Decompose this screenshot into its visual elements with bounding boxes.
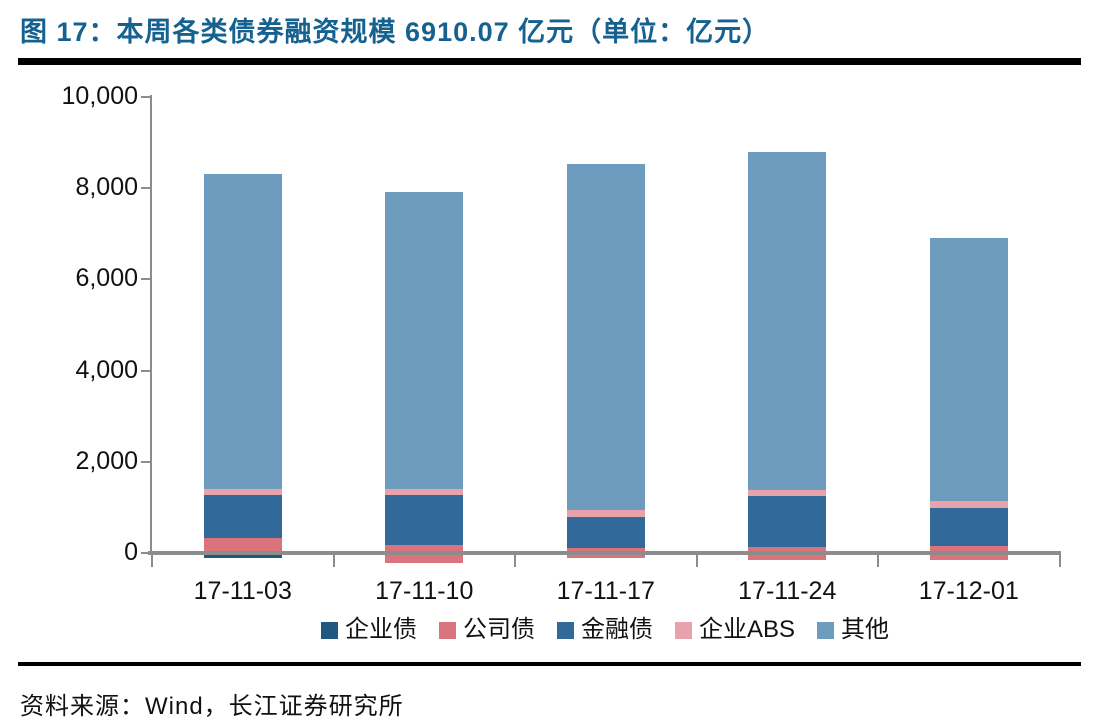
bar-segment-企业ABS (748, 490, 827, 496)
bar-segment-企业ABS (929, 501, 1008, 508)
legend-swatch (438, 621, 456, 639)
y-axis-tick (141, 278, 150, 281)
bar-segment-金融债 (929, 507, 1008, 546)
x-axis-tick (514, 555, 516, 567)
x-axis-tick (695, 555, 698, 567)
x-axis-label: 17-11-03 (193, 577, 292, 605)
x-axis-tick (1058, 555, 1061, 567)
legend-item: 其他 (817, 618, 889, 642)
bar-segment-其他 (203, 174, 282, 490)
x-axis-line (148, 551, 1061, 555)
legend-item: 企业债 (320, 616, 417, 643)
y-axis-label: 6,000 (75, 264, 138, 293)
bar-segment-其他 (929, 237, 1008, 501)
bar-segment-金融债 (748, 496, 827, 548)
legend-label: 金融债 (580, 616, 653, 643)
x-axis-tick (151, 555, 153, 567)
y-axis-tick (141, 460, 150, 463)
legend-label: 企业债 (344, 616, 417, 643)
legend-swatch (817, 621, 835, 639)
chart-legend: 企业债 公司债 金融债 企业ABS 其他 (150, 612, 1060, 648)
y-axis-tick (141, 187, 150, 190)
axis-layer: 0 2,000 4,000 6,000 8,000 10,000 17-11-03 17-11… (0, 70, 1101, 650)
y-axis-label: 2,000 (75, 446, 138, 475)
chart-area: 0 2,000 4,000 6,000 8,000 10,000 17-11-03 17-11… (0, 70, 1101, 650)
bar-segment-企业债 (203, 553, 282, 559)
legend-label: 公司债 (462, 616, 535, 643)
y-axis-label: 8,000 (75, 173, 138, 202)
bar-segment-其他 (566, 164, 645, 511)
x-axis-label: 17-11-17 (556, 577, 655, 605)
legend-label: 其他 (841, 616, 890, 643)
bar-segment-公司债 (203, 537, 282, 553)
bar-segment-其他 (385, 191, 464, 490)
legend-swatch (320, 621, 338, 639)
y-axis-line (150, 95, 152, 555)
bar-segment-金融债 (385, 495, 464, 545)
bar-segment-金融债 (203, 495, 282, 538)
y-axis-tick (141, 96, 150, 98)
legend-swatch (556, 621, 574, 639)
y-axis-tick (141, 552, 150, 554)
bar-segment-企业ABS (203, 489, 282, 496)
y-axis-tick (141, 369, 150, 372)
legend-swatch (674, 621, 692, 639)
x-axis-label: 17-11-24 (738, 577, 837, 605)
legend-item: 金融债 (556, 616, 653, 643)
plot-area (0, 70, 1101, 650)
source-note: 资料来源：Wind，长江证券研究所 (20, 693, 404, 720)
bar-segment-企业ABS (566, 510, 645, 517)
legend-item: 企业ABS (674, 616, 796, 643)
y-axis-label: 0 (124, 538, 138, 566)
y-axis-label: 4,000 (75, 355, 138, 384)
footer-divider (18, 662, 1081, 666)
legend-label: 企业ABS (698, 616, 796, 643)
bar-segment-其他 (748, 151, 827, 491)
x-axis-tick (877, 555, 879, 567)
x-axis-tick (332, 555, 335, 567)
x-axis-label: 17-12-01 (918, 577, 1019, 605)
y-axis-label: 10,000 (61, 82, 138, 110)
bar-segment-金融债 (566, 516, 645, 548)
figure-title: 图 17：本周各类债券融资规模 6910.07 亿元（单位：亿元） (20, 17, 771, 47)
x-axis-label: 17-11-10 (375, 577, 474, 605)
title-divider (18, 58, 1081, 65)
bar-segment-企业ABS (385, 489, 464, 496)
legend-item: 公司债 (438, 616, 535, 643)
